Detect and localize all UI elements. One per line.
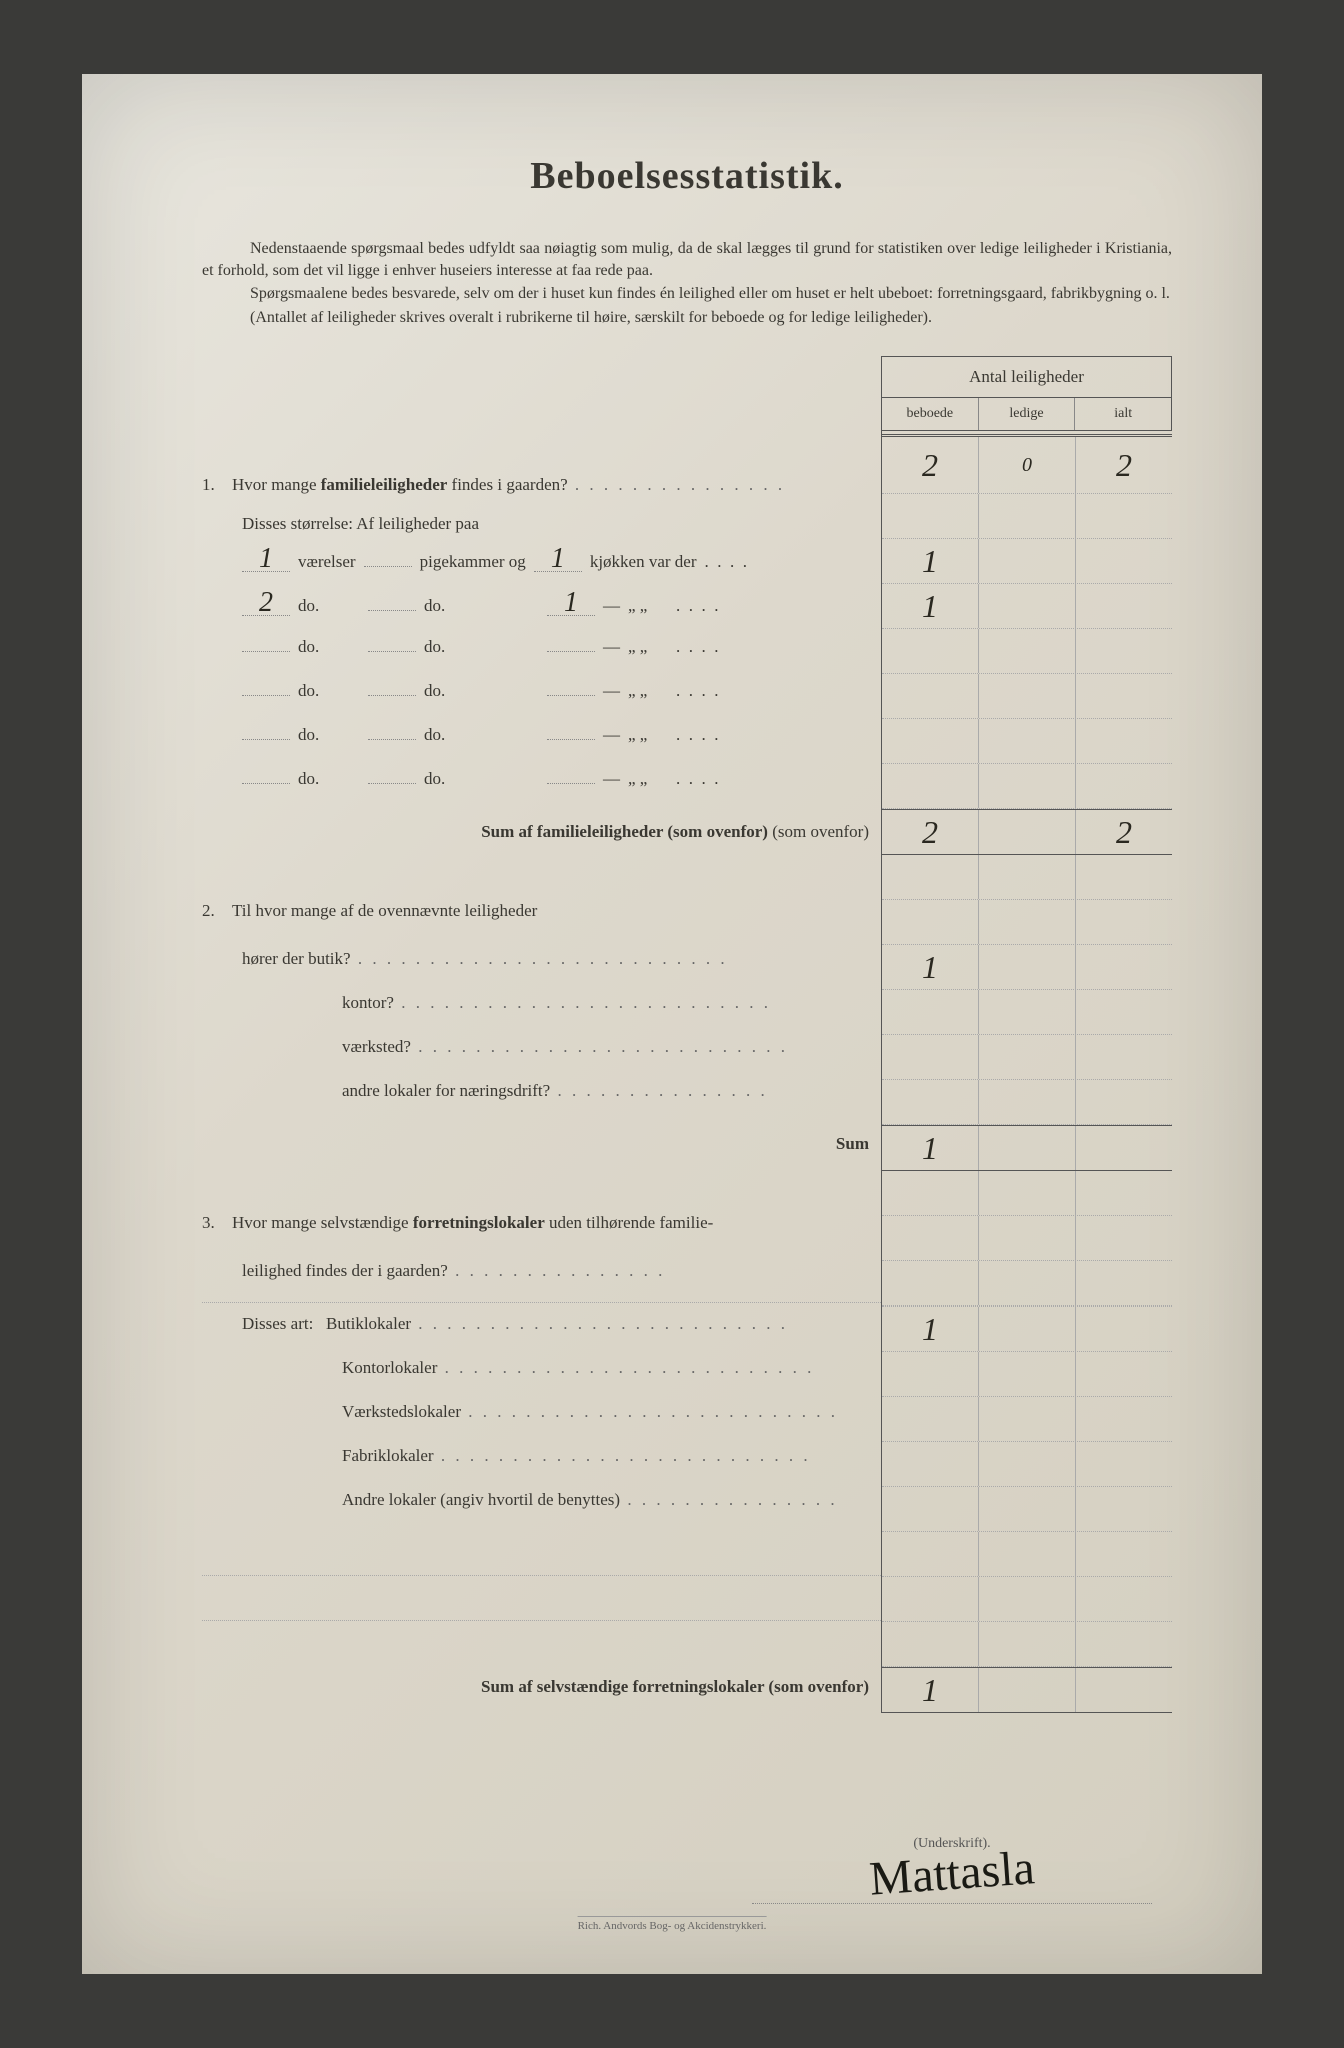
table-row: 1: [882, 539, 1172, 584]
hw-q1-c1: 2: [882, 437, 979, 493]
table-row: [882, 1216, 1172, 1261]
intro-block: Nedenstaaende spørgsmaal bedes udfyldt s…: [202, 238, 1172, 328]
table-row: 1: [882, 1306, 1172, 1352]
table-row: [882, 1261, 1172, 1306]
q2-opt-vaerksted: værksted?: [202, 1034, 881, 1078]
q1-size-row-4: do. do. — „ „ . . . .: [202, 678, 881, 722]
col-beboede: beboede: [882, 398, 979, 430]
q2-sum: Sum: [202, 1122, 881, 1166]
intro-p3: (Antallet af leiligheder skrives overalt…: [202, 307, 1172, 329]
table-row: [882, 1622, 1172, 1667]
q3-num: 3.: [202, 1210, 232, 1254]
q1-sum-row: 2 2: [882, 809, 1172, 855]
table-header-title: Antal leiligheder: [882, 357, 1171, 398]
table-row: [882, 1035, 1172, 1080]
table-row: [882, 1442, 1172, 1487]
hw-q3-butik: 1: [882, 1307, 979, 1351]
table-row: 2 0 2: [882, 437, 1172, 494]
table-row: [882, 1532, 1172, 1577]
q1: 1. Hvor mange familieleiligheder findes …: [202, 472, 881, 498]
table-row: [882, 900, 1172, 945]
hw-q1-r2: 1: [882, 584, 979, 628]
q1-sum: Sum af familieleiligheder (som ovenfor) …: [202, 810, 881, 854]
hw-q1-c2: 0: [979, 437, 1076, 493]
q2-line1: Til hvor mange af de ovennævnte leilighe…: [232, 898, 881, 942]
intro-p1: Nedenstaaende spørgsmaal bedes udfyldt s…: [202, 238, 1172, 281]
hw-q1-r1: 1: [882, 539, 979, 583]
table-row: [882, 1352, 1172, 1397]
q1-size-row-3: do. do. — „ „ . . . .: [202, 634, 881, 678]
q2-opt-kontor: kontor?: [202, 990, 881, 1034]
table-row: [882, 494, 1172, 539]
questions-column: 1. Hvor mange familieleiligheder findes …: [202, 356, 881, 1713]
table-row: [882, 1397, 1172, 1442]
table-row: [882, 674, 1172, 719]
table-row: [882, 1487, 1172, 1532]
hw-r2-k: 1: [547, 590, 595, 616]
q3-sum: Sum af selvstændige forretningslokaler (…: [202, 1665, 881, 1709]
q3-opt-andre: Andre lokaler (angiv hvortil de benyttes…: [202, 1487, 881, 1531]
table-row: [882, 719, 1172, 764]
hw-q1-sum-c1: 2: [882, 810, 979, 854]
table-column: Antal leiligheder beboede ledige ialt 2 …: [881, 356, 1172, 1713]
col-ialt: ialt: [1075, 398, 1171, 430]
intro-p1-text: Nedenstaaende spørgsmaal bedes udfyldt s…: [202, 240, 1172, 279]
hw-q3-sum: 1: [882, 1668, 979, 1712]
table-row: [882, 1171, 1172, 1216]
col-ledige: ledige: [979, 398, 1076, 430]
q1-text: Hvor mange familieleiligheder findes i g…: [232, 472, 881, 498]
printer-credit: Rich. Andvords Bog- og Akcidenstrykkeri.: [578, 1916, 767, 1932]
table-row: 1: [882, 945, 1172, 990]
hw-r2-v: 2: [242, 590, 290, 616]
intro-p2-text: Spørgsmaalene bedes besvarede, selv om d…: [250, 285, 1170, 302]
table-row: [882, 990, 1172, 1035]
hw-q2-butik: 1: [882, 945, 979, 989]
q3: 3. Hvor mange selvstændige forretningslo…: [202, 1210, 881, 1254]
hw-r1-k: 1: [534, 546, 582, 572]
page-title: Beboelsesstatistik.: [202, 154, 1172, 198]
hw-q1-c3: 2: [1076, 437, 1172, 493]
hw-q1-sum-c3: 2: [1076, 810, 1172, 854]
q1-size-row-2: 2 do. do. 1 — „ „ . . . .: [202, 590, 881, 634]
hw-q2-sum: 1: [882, 1126, 979, 1170]
q1-size-row-1: 1 værelser pigekammer og 1 kjøkken var d…: [202, 546, 881, 590]
table-row: [882, 764, 1172, 809]
q2-opt-andre: andre lokaler for næringsdrift?: [202, 1078, 881, 1122]
signature-area: (Underskrift). Mattasla: [752, 1836, 1152, 1904]
q3-line2: leilighed findes der i gaarden?: [202, 1258, 881, 1302]
table-row: [882, 1080, 1172, 1125]
intro-p2: Spørgsmaalene bedes besvarede, selv om d…: [202, 283, 1172, 305]
document-page: Beboelsesstatistik. Nedenstaaende spørgs…: [82, 74, 1262, 1974]
main-content: 1. Hvor mange familieleiligheder findes …: [202, 356, 1172, 1713]
q2-num: 2.: [202, 898, 232, 942]
table-row: [882, 629, 1172, 674]
table-row: 1: [882, 584, 1172, 629]
q3-line1: Hvor mange selvstændige forretningslokal…: [232, 1210, 881, 1254]
q1-size-row-5: do. do. — „ „ . . . .: [202, 722, 881, 766]
q3-art: Disses art: Butiklokaler: [202, 1302, 881, 1355]
intro-p3-text: (Antallet af leiligheder skrives overalt…: [250, 309, 932, 326]
q3-sum-row: 1: [882, 1667, 1172, 1713]
q1-size-row-6: do. do. — „ „ . . . .: [202, 766, 881, 810]
q1-num: 1.: [202, 472, 232, 498]
table-row: [882, 1577, 1172, 1622]
q2-sum-row: 1: [882, 1125, 1172, 1171]
table-header-cols: beboede ledige ialt: [882, 398, 1171, 430]
q1-sub: Disses størrelse: Af leiligheder paa: [202, 502, 881, 546]
hw-r1-v: 1: [242, 546, 290, 572]
q3-opt-vaerksted: Værkstedslokaler: [202, 1399, 881, 1443]
table-row: [882, 855, 1172, 900]
q3-opt-kontor: Kontorlokaler: [202, 1355, 881, 1399]
table-header: Antal leiligheder beboede ledige ialt: [882, 356, 1172, 431]
q2: 2. Til hvor mange af de ovennævnte leili…: [202, 898, 881, 942]
q2-line2: hører der butik?: [202, 946, 881, 990]
q3-opt-fabrik: Fabriklokaler: [202, 1443, 881, 1487]
